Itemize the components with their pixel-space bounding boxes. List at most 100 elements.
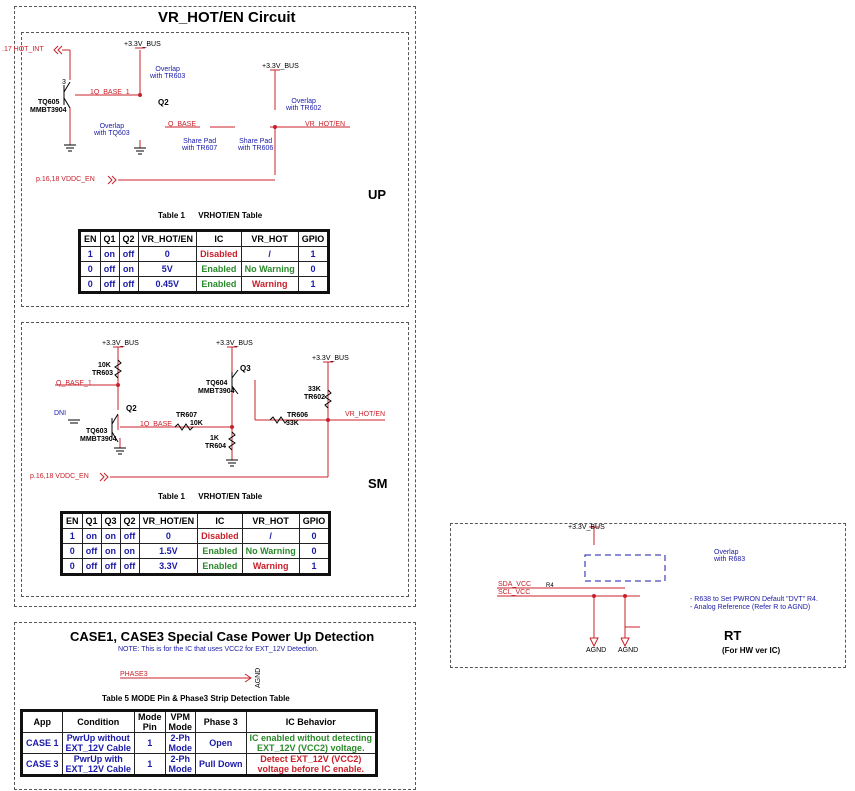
up-table-cell: Enabled xyxy=(196,276,242,293)
up-table-header-cell: EN xyxy=(79,230,101,247)
tq605-label: TQ605 xyxy=(38,99,60,106)
sm-table-header-cell: Q3 xyxy=(100,512,121,529)
up-table-cell: 0 xyxy=(137,246,198,262)
up-table-cell: 0 xyxy=(79,261,101,277)
v33-bus-label: +3.3V_BUS xyxy=(102,340,139,347)
up-table-header-cell: VR_HOT/EN xyxy=(137,230,198,247)
up-table-header-cell: Q1 xyxy=(99,230,120,247)
mmbt3904-label: MMBT3904 xyxy=(80,436,117,443)
r4-label: R4 xyxy=(546,583,554,589)
vr-hot-en-label: VR_HOT/EN xyxy=(345,411,386,418)
up-table-cell: No Warning xyxy=(240,261,299,277)
v33-bus-label: +3.3V_BUS xyxy=(312,355,349,362)
vddc-en-label: p.16,18 VDDC_EN xyxy=(36,176,95,183)
sm-table-header-cell: Q2 xyxy=(119,512,140,529)
sm-table-cell: 0 xyxy=(298,528,331,544)
sm-table-cell: on xyxy=(100,528,121,544)
dni-label: DNI xyxy=(54,410,67,417)
sm-table-cell: No Warning xyxy=(241,543,300,559)
sm-table-cell: 0 xyxy=(138,528,199,544)
up-table-cell: 1 xyxy=(297,276,330,293)
up-table-header-cell: GPIO xyxy=(297,230,330,247)
sm-table-cell: off xyxy=(100,558,121,575)
up-table-cell: off xyxy=(118,246,139,262)
up-table-cell: 1 xyxy=(79,246,101,262)
sm-table-header-cell: EN xyxy=(61,512,83,529)
sm-table-row: 0 off off off 3.3V Enabled Warning 1 xyxy=(61,558,331,575)
tr604-label: TR604 xyxy=(205,443,227,450)
up-table-cell: 1 xyxy=(297,246,330,262)
sm-table-cell: on xyxy=(119,543,140,559)
mode-table-header-cell: Condition xyxy=(61,710,136,733)
sm-table-cell: 1 xyxy=(298,558,331,575)
sm-table-cell: off xyxy=(119,528,140,544)
sm-table-cell: off xyxy=(81,558,102,575)
sm-table-cell: 0 xyxy=(61,543,83,559)
share-pad-tr606-note: Share Pad with TR606 xyxy=(238,138,274,152)
agnd-label: AGND xyxy=(618,647,639,654)
phase3-label: PHASE3 xyxy=(120,671,148,678)
sm-table-cell: Enabled xyxy=(197,558,243,575)
mode-table-cell: Detect EXT_12V (VCC2) voltage before IC … xyxy=(245,753,378,776)
overlap-tq603-note: Overlap with TQ603 xyxy=(94,123,130,137)
rt-title: RT xyxy=(724,628,742,643)
q3-label: Q3 xyxy=(240,364,251,373)
q-base-1-label: Q_BASE_1 xyxy=(56,380,92,387)
v33-bus-label: +3.3V_BUS xyxy=(568,524,605,531)
case-section-frame xyxy=(14,622,416,790)
case-note: NOTE: This is for the IC that uses VCC2 … xyxy=(118,646,319,653)
q2-label: Q2 xyxy=(158,98,169,107)
sm-table-cell: off xyxy=(81,543,102,559)
case-table-title: Table 5 MODE Pin & Phase3 Strip Detectio… xyxy=(102,694,290,703)
up-table-cell: 0 xyxy=(79,276,101,293)
rt-note-1: - R638 to Set PWRON Default "DVT" R4. xyxy=(690,596,818,603)
up-table-cell: off xyxy=(99,261,120,277)
up-table-row: 0 off on 5V Enabled No Warning 0 xyxy=(79,261,330,277)
sm-table-header-cell: IC xyxy=(197,512,243,529)
q-base-label: 1Q_BASE xyxy=(140,421,172,428)
pin3-label: 3 xyxy=(62,79,66,86)
tr606-label: TR606 xyxy=(287,412,309,419)
mode-table-cell: Open xyxy=(195,732,247,754)
q-base-1-label: 1Q_BASE_1 xyxy=(90,89,130,96)
up-table-cell: on xyxy=(99,246,120,262)
mode-table-row: CASE 1 PwrUp without EXT_12V Cable 1 2-Ph M… xyxy=(21,732,378,754)
sm-table-header-cell: Q1 xyxy=(81,512,102,529)
q-base-label: Q_BASE xyxy=(168,121,197,128)
mode-table-cell: CASE 1 xyxy=(21,732,63,754)
sm-table-header-cell: VR_HOT/EN xyxy=(138,512,199,529)
sm-table-cell: on xyxy=(100,543,121,559)
r-33k-label: 33K xyxy=(286,420,299,427)
up-table-cell: off xyxy=(99,276,120,293)
sm-table-cell: 1 xyxy=(61,528,83,544)
overlap-r683-note: Overlap with R683 xyxy=(714,549,746,563)
mmbt3904-label: MMBT3904 xyxy=(198,388,235,395)
mode-table-cell: 2-Ph Mode xyxy=(164,753,197,776)
r-33k-label: 33K xyxy=(308,386,321,393)
up-table-cell: off xyxy=(118,276,139,293)
hot-int-label: .17 HOT_INT xyxy=(2,46,44,53)
q2-label: Q2 xyxy=(126,404,137,413)
tq603-label: TQ603 xyxy=(86,428,108,435)
tr603-label: TR603 xyxy=(92,370,114,377)
r-1k-label: 1K xyxy=(210,435,219,442)
rt-note-2: - Analog Reference (Refer R to AGND) xyxy=(690,604,811,611)
up-table-cell: Disabled xyxy=(196,246,242,262)
sm-table-cell: 1.5V xyxy=(138,543,199,559)
sm-table-title: Table 1 VRHOT/EN Table xyxy=(158,492,263,501)
agnd-label: AGND xyxy=(255,667,262,688)
up-table-cell: on xyxy=(118,261,139,277)
up-table-header-cell: Q2 xyxy=(118,230,139,247)
mode-table-cell: CASE 3 xyxy=(21,753,63,776)
r-10k-label: 10K xyxy=(190,420,203,427)
sm-table-cell: 0 xyxy=(298,543,331,559)
up-section-label: UP xyxy=(368,187,387,202)
up-table-title: Table 1 VRHOT/EN Table xyxy=(158,211,263,220)
up-table-cell: Warning xyxy=(240,276,299,293)
mode-pin-table: App Condition Mode Pin VPM Mode Phase 3 IC Be… xyxy=(20,709,379,777)
v33-bus-label: +3.3V_BUS xyxy=(262,63,299,70)
scl-vcc-label: SCL_VCC xyxy=(498,589,531,596)
r-10k-label: 10K xyxy=(98,362,111,369)
up-table-row: 0 off off 0.45V Enabled Warning 1 xyxy=(79,276,330,293)
